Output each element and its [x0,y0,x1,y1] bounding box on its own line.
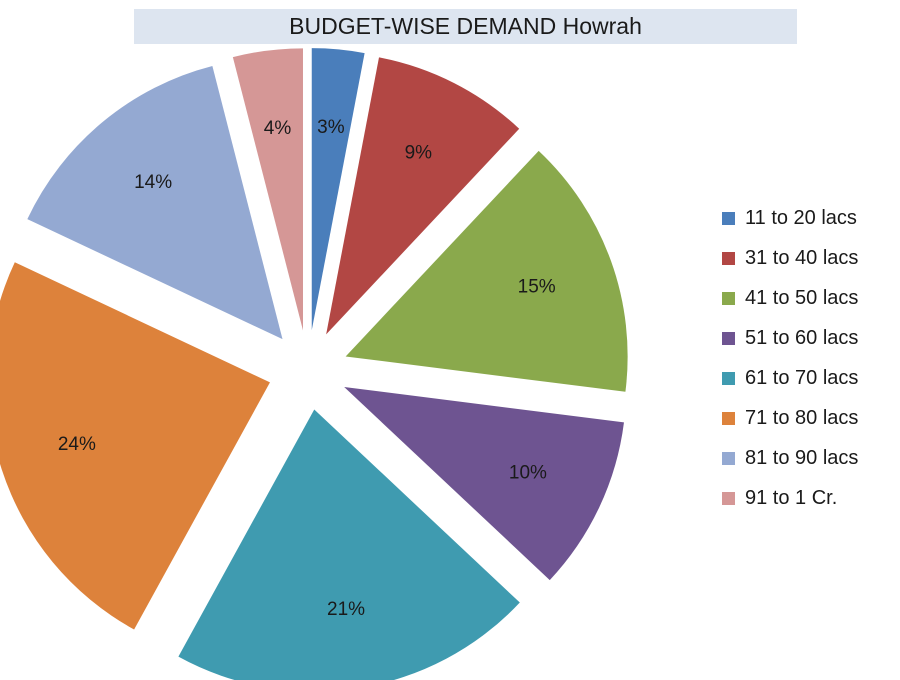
legend-label: 11 to 20 lacs [745,206,857,229]
chart-title: BUDGET-WISE DEMAND Howrah [289,13,642,39]
legend-label: 71 to 80 lacs [745,406,859,429]
slice-value-label: 4% [264,118,292,139]
legend-label: 31 to 40 lacs [745,246,859,269]
slice-value-label: 9% [405,142,433,163]
pie-slice-2 [326,57,520,335]
legend-swatch [722,411,735,425]
pie-slice-5 [178,409,520,680]
legend-label: 61 to 70 lacs [745,366,859,389]
slice-value-label: 21% [327,599,365,620]
legend-label: 41 to 50 lacs [745,286,859,309]
legend-swatch [722,451,735,465]
pie-slice-1 [311,48,365,331]
pie-slice-7 [27,66,283,340]
legend-swatch [722,371,735,385]
legend-swatch [722,491,735,505]
legend-item: 91 to 1 Cr. [722,478,858,518]
legend-item: 51 to 60 lacs [722,318,858,358]
pie-labels: 3% 9% 15% 10% 21% 24% 14% 4% [58,117,556,620]
slice-value-label: 14% [134,172,172,193]
pie-slice-6 [0,262,270,630]
chart-title-bar: BUDGET-WISE DEMAND Howrah [134,9,797,44]
pie-slice-3 [345,150,628,392]
slice-value-label: 10% [509,462,547,483]
pie-slices [0,48,628,680]
legend-swatch [722,211,735,225]
slice-value-label: 3% [317,117,345,138]
legend-item: 11 to 20 lacs [722,198,858,238]
legend-swatch [722,251,735,265]
legend-label: 91 to 1 Cr. [745,486,838,509]
pie-slice-8 [232,48,303,331]
slice-value-label: 15% [518,277,556,298]
legend-item: 71 to 80 lacs [722,398,858,438]
legend-label: 51 to 60 lacs [745,326,859,349]
legend-item: 31 to 40 lacs [722,238,858,278]
legend-item: 81 to 90 lacs [722,438,858,478]
chart-legend: 11 to 20 lacs 31 to 40 lacs 41 to 50 lacs 5… [722,198,858,518]
legend-label: 81 to 90 lacs [745,446,859,469]
legend-swatch [722,291,735,305]
slice-value-label: 24% [58,434,96,455]
legend-item: 41 to 50 lacs [722,278,858,318]
legend-item: 61 to 70 lacs [722,358,858,398]
legend-swatch [722,331,735,345]
pie-slice-4 [344,387,624,581]
